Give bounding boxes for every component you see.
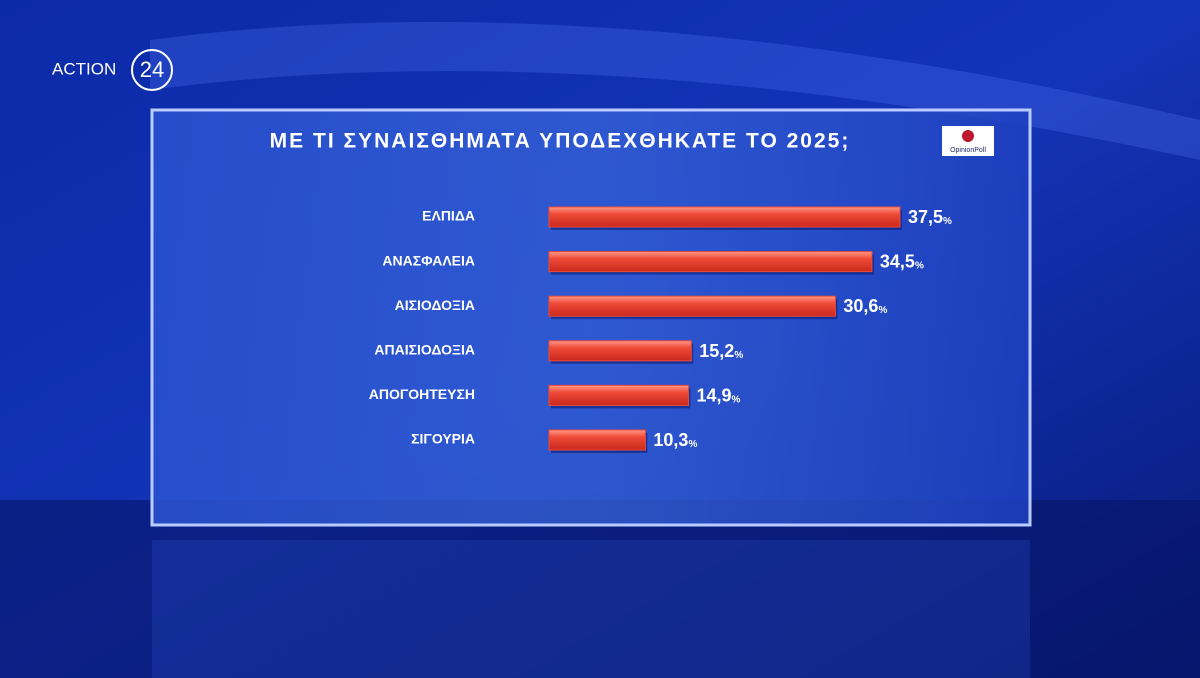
pollster-dot [962, 130, 974, 142]
bar [548, 295, 836, 317]
value-label: 34,5% [880, 251, 924, 271]
value-label: 30,6% [843, 296, 887, 316]
logo-ring [131, 49, 173, 91]
bar [548, 340, 692, 362]
channel-logo: ACTION [52, 59, 116, 78]
category-label: ΣΙΓΟΥΡΙΑ [411, 431, 475, 447]
bar [548, 206, 901, 228]
floor [0, 500, 1200, 678]
panel-reflection [152, 540, 1030, 678]
bar [548, 384, 689, 406]
chart-title: ΜΕ ΤΙ ΣΥΝΑΙΣΘΗΜΑΤΑ ΥΠΟΔΕΧΘΗΚΑΤΕ ΤΟ 2025; [270, 130, 851, 153]
value-label: 14,9% [696, 385, 740, 405]
value-label: 37,5% [908, 207, 952, 227]
category-label: ΑΠΟΓΟΗΤΕΥΣΗ [369, 386, 475, 402]
bar [548, 429, 646, 451]
value-label: 15,2% [699, 341, 743, 361]
category-label: ΑΠΑΙΣΙΟΔΟΞΙΑ [374, 342, 475, 358]
category-label: ΑΝΑΣΦΑΛΕΙΑ [382, 252, 475, 268]
pollster-name: OpinionPoll [950, 147, 986, 154]
bar [548, 251, 873, 273]
channel-number: 24 [140, 57, 164, 82]
category-label: ΑΙΣΙΟΔΟΞΙΑ [395, 297, 475, 313]
category-label: ΕΛΠΙΔΑ [422, 208, 475, 224]
value-label: 10,3% [653, 430, 697, 450]
swoosh [150, 22, 1200, 160]
